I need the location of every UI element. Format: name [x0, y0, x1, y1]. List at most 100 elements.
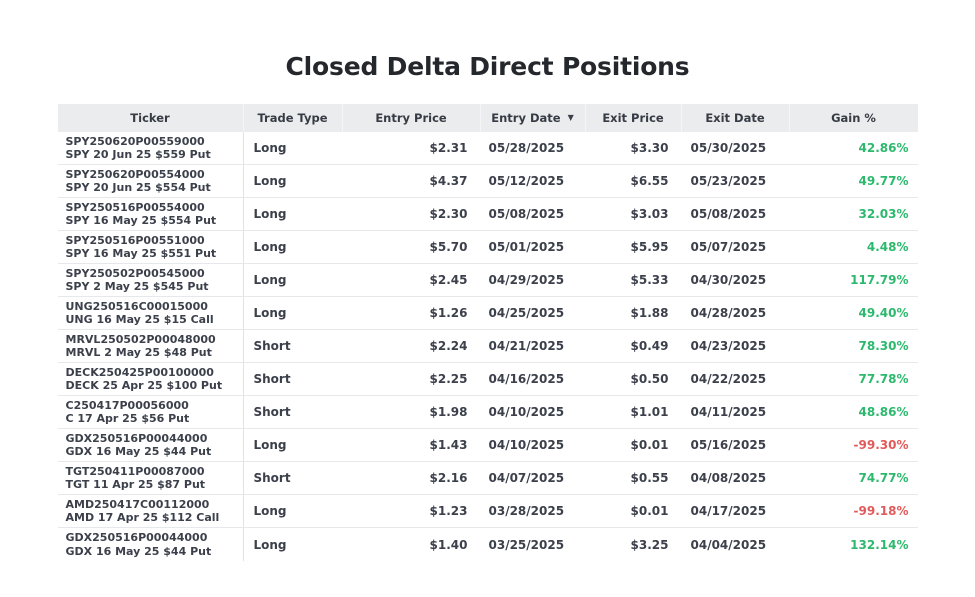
gain-pct-cell: 132.14%	[850, 537, 909, 552]
exit-date-cell: 05/23/2025	[690, 174, 767, 188]
exit-price-cell: $0.55	[630, 471, 669, 485]
column-header-entry-price[interactable]: Entry Price	[343, 104, 481, 132]
entry-price-cell: $2.24	[429, 339, 468, 353]
table-row: GDX250516P00044000 GDX 16 May 25 $44 Put…	[58, 528, 918, 561]
exit-date-cell: 04/23/2025	[690, 339, 767, 353]
entry-date-cell: 04/07/2025	[488, 471, 565, 485]
column-header-ticker[interactable]: Ticker	[58, 104, 244, 132]
trade-type-cell: Long	[253, 438, 287, 452]
column-header-label: Entry Price	[375, 111, 447, 125]
ticker-symbol: SPY250516P00551000	[65, 233, 205, 247]
exit-price-cell: $0.01	[630, 504, 669, 518]
entry-date-cell: 05/12/2025	[488, 174, 565, 188]
column-header-label: Gain %	[831, 111, 876, 125]
ticker-description: SPY 16 May 25 $551 Put	[65, 247, 217, 260]
table-row: GDX250516P00044000 GDX 16 May 25 $44 Put…	[57, 429, 918, 462]
entry-price-cell: $1.98	[429, 405, 468, 419]
entry-date-cell: 04/10/2025	[488, 438, 565, 452]
trade-type-cell: Long	[253, 174, 287, 188]
ticker-description: TGT 11 Apr 25 $87 Put	[65, 478, 206, 491]
column-header-exit-date[interactable]: Exit Date	[682, 104, 790, 132]
ticker-description: UNG 16 May 25 $15 Call	[65, 313, 214, 326]
exit-date-cell: 05/07/2025	[690, 240, 767, 254]
table-row: SPY250516P00554000 SPY 16 May 25 $554 Pu…	[57, 198, 918, 231]
gain-pct-cell: 32.03%	[858, 207, 909, 221]
table-row: SPY250620P00559000 SPY 20 Jun 25 $559 Pu…	[57, 132, 918, 165]
entry-date-cell: 03/28/2025	[488, 504, 565, 518]
exit-price-cell: $5.95	[630, 240, 669, 254]
exit-date-cell: 05/08/2025	[690, 207, 767, 221]
trade-type-cell: Short	[253, 372, 291, 386]
ticker-cell: UNG250516C00015000 UNG 16 May 25 $15 Cal…	[58, 297, 244, 329]
ticker-description: DECK 25 Apr 25 $100 Put	[65, 379, 223, 392]
gain-pct-cell: -99.18%	[853, 504, 909, 518]
column-header-trade-type[interactable]: Trade Type	[244, 104, 343, 132]
ticker-symbol: GDX250516P00044000	[65, 431, 208, 445]
column-header-label: Exit Price	[602, 111, 664, 125]
exit-date-cell: 04/08/2025	[690, 471, 767, 485]
table-row: C250417P00056000 C 17 Apr 25 $56 Put Sho…	[57, 396, 918, 429]
ticker-description: AMD 17 Apr 25 $112 Call	[65, 511, 220, 524]
ticker-cell: SPY250502P00545000 SPY 2 May 25 $545 Put	[58, 264, 244, 296]
ticker-cell: SPY250620P00559000 SPY 20 Jun 25 $559 Pu…	[58, 132, 244, 164]
trade-type-cell: Short	[253, 339, 291, 353]
table-row: SPY250620P00554000 SPY 20 Jun 25 $554 Pu…	[57, 165, 918, 198]
ticker-description: SPY 16 May 25 $554 Put	[65, 214, 217, 227]
entry-price-cell: $5.70	[429, 240, 468, 254]
trade-type-cell: Long	[253, 207, 287, 221]
trade-type-cell: Long	[253, 273, 287, 287]
table-header-row: Ticker Trade Type Entry Price Entry Date…	[57, 104, 918, 132]
column-header-label: Exit Date	[705, 111, 765, 125]
entry-price-cell: $2.31	[429, 141, 468, 155]
entry-price-cell: $1.43	[429, 438, 468, 452]
entry-date-cell: 05/08/2025	[488, 207, 565, 221]
exit-date-cell: 05/30/2025	[690, 141, 767, 155]
table-row: DECK250425P00100000 DECK 25 Apr 25 $100 …	[57, 363, 918, 396]
entry-price-cell: $2.16	[429, 471, 468, 485]
gain-pct-cell: -99.30%	[853, 438, 909, 452]
exit-date-cell: 05/16/2025	[690, 438, 767, 452]
gain-pct-cell: 49.77%	[858, 174, 909, 188]
ticker-symbol: MRVL250502P00048000	[65, 332, 216, 346]
column-header-label: Entry Date	[491, 111, 561, 125]
gain-pct-cell: 48.86%	[858, 405, 909, 419]
table-row: SPY250502P00545000 SPY 2 May 25 $545 Put…	[57, 264, 918, 297]
exit-price-cell: $3.03	[630, 207, 669, 221]
ticker-description: SPY 20 Jun 25 $559 Put	[65, 148, 211, 161]
exit-price-cell: $1.88	[630, 306, 669, 320]
closed-positions-table: Ticker Trade Type Entry Price Entry Date…	[57, 104, 918, 561]
exit-price-cell: $0.01	[630, 438, 669, 452]
ticker-cell: MRVL250502P00048000 MRVL 2 May 25 $48 Pu…	[58, 330, 244, 362]
exit-price-cell: $3.30	[630, 141, 669, 155]
entry-price-cell: $1.26	[429, 306, 468, 320]
table-row: AMD250417C00112000 AMD 17 Apr 25 $112 Ca…	[57, 495, 918, 528]
page-title: Closed Delta Direct Positions	[285, 52, 690, 81]
column-header-label: Trade Type	[257, 111, 328, 125]
exit-date-cell: 04/17/2025	[690, 504, 767, 518]
trade-type-cell: Long	[253, 537, 287, 552]
exit-price-cell: $5.33	[630, 273, 669, 287]
entry-price-cell: $2.30	[429, 207, 468, 221]
table-row: TGT250411P00087000 TGT 11 Apr 25 $87 Put…	[57, 462, 918, 495]
entry-price-cell: $1.40	[429, 537, 468, 552]
ticker-cell: SPY250516P00554000 SPY 16 May 25 $554 Pu…	[58, 198, 244, 230]
trade-type-cell: Long	[253, 141, 287, 155]
entry-date-cell: 05/01/2025	[488, 240, 565, 254]
ticker-cell: GDX250516P00044000 GDX 16 May 25 $44 Put	[58, 528, 244, 561]
ticker-cell: DECK250425P00100000 DECK 25 Apr 25 $100 …	[58, 363, 244, 395]
ticker-cell: C250417P00056000 C 17 Apr 25 $56 Put	[58, 396, 244, 428]
ticker-symbol: GDX250516P00044000	[65, 531, 208, 544]
column-header-gain-pct[interactable]: Gain %	[790, 104, 918, 132]
column-header-exit-price[interactable]: Exit Price	[586, 104, 682, 132]
exit-price-cell: $0.50	[630, 372, 669, 386]
column-header-entry-date[interactable]: Entry Date ▼	[481, 104, 586, 132]
table-row: MRVL250502P00048000 MRVL 2 May 25 $48 Pu…	[57, 330, 918, 363]
ticker-description: MRVL 2 May 25 $48 Put	[65, 346, 212, 359]
ticker-symbol: SPY250516P00554000	[65, 200, 205, 214]
table-body: SPY250620P00559000 SPY 20 Jun 25 $559 Pu…	[57, 132, 918, 561]
gain-pct-cell: 49.40%	[858, 306, 909, 320]
ticker-symbol: UNG250516C00015000	[65, 299, 208, 313]
ticker-cell: TGT250411P00087000 TGT 11 Apr 25 $87 Put	[58, 462, 244, 494]
exit-price-cell: $6.55	[630, 174, 669, 188]
ticker-symbol: SPY250620P00559000	[65, 134, 205, 148]
